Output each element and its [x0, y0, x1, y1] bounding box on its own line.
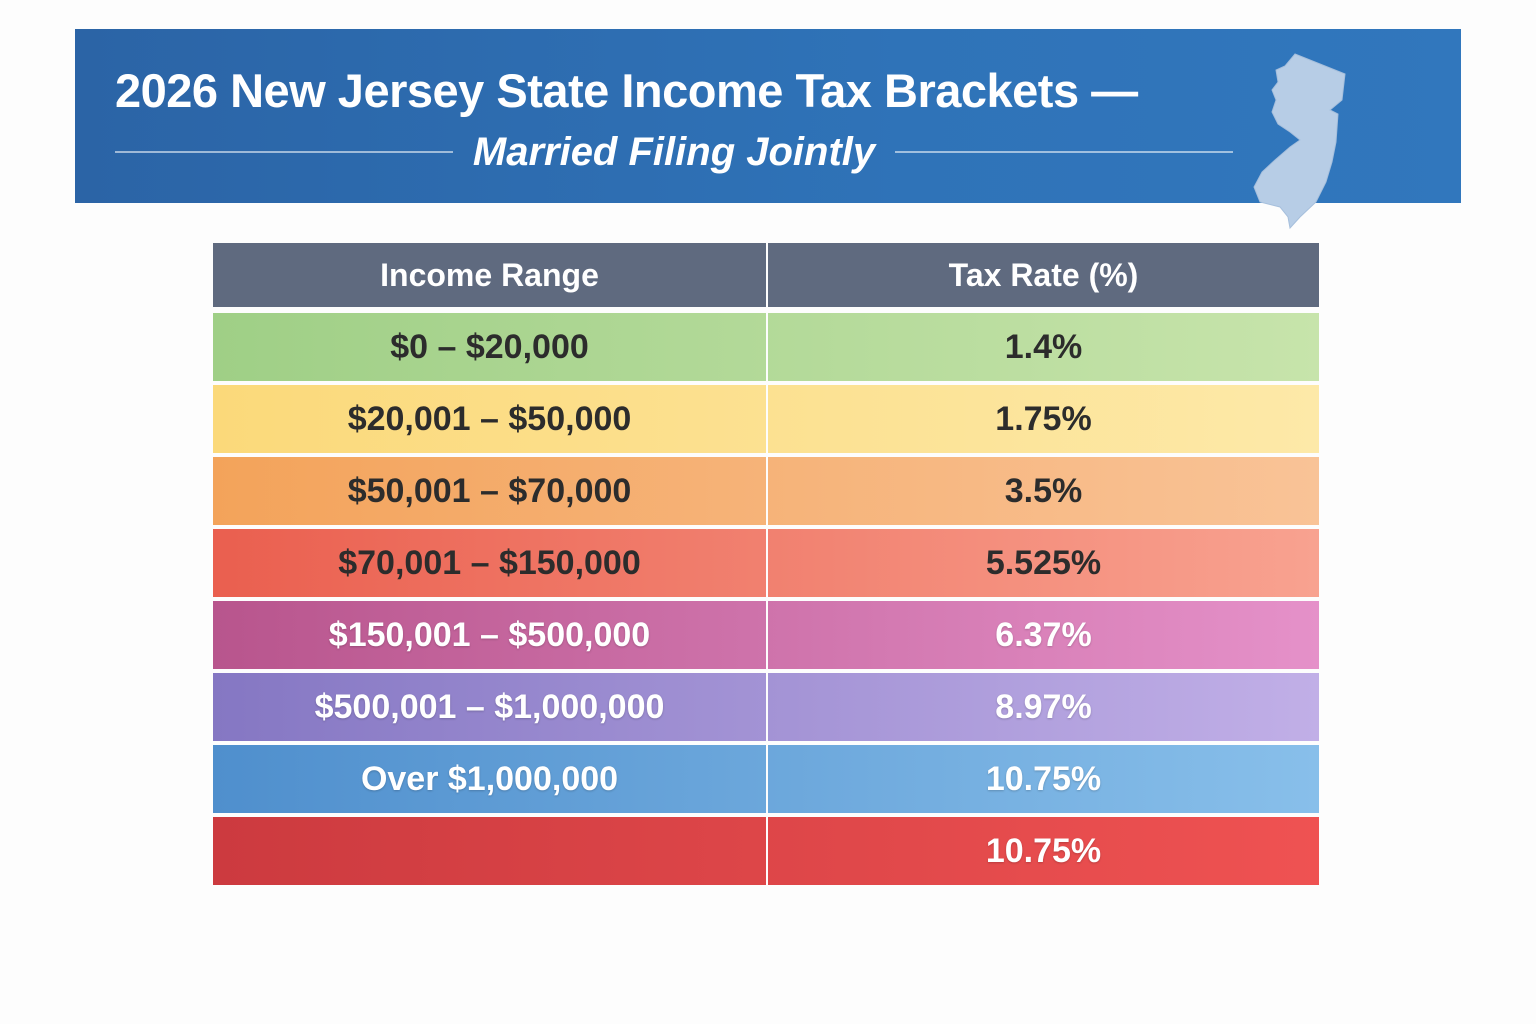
- page-title: 2026 New Jersey State Income Tax Bracket…: [115, 64, 1138, 117]
- tax-rate-cell: 1.75%: [768, 385, 1319, 453]
- table-row: $70,001 – $150,000 5.525%: [213, 529, 1319, 597]
- subtitle-row: Married Filing Jointly: [115, 127, 1234, 177]
- tax-rate-cell: 8.97%: [768, 673, 1319, 741]
- table-row: $500,001 – $1,000,000 8.97%: [213, 673, 1319, 741]
- column-header-income-range: Income Range: [213, 243, 766, 307]
- divider: [115, 151, 453, 153]
- tax-rate-cell: 3.5%: [768, 457, 1319, 525]
- income-range-cell: $20,001 – $50,000: [213, 385, 766, 453]
- table-row: $150,001 – $500,000 6.37%: [213, 601, 1319, 669]
- title-banner: 2026 New Jersey State Income Tax Bracket…: [75, 29, 1461, 203]
- table-row: $50,001 – $70,000 3.5%: [213, 457, 1319, 525]
- tax-rate-cell: 10.75%: [768, 745, 1319, 813]
- table-row: $20,001 – $50,000 1.75%: [213, 385, 1319, 453]
- income-range-cell: [213, 817, 766, 885]
- income-range-cell: $70,001 – $150,000: [213, 529, 766, 597]
- tax-rate-cell: 1.4%: [768, 313, 1319, 381]
- page-subtitle: Married Filing Jointly: [472, 129, 876, 174]
- tax-rate-cell: 10.75%: [768, 817, 1319, 885]
- tax-rate-cell: 5.525%: [768, 529, 1319, 597]
- tax-bracket-table: Income Range Tax Rate (%) $0 – $20,000 1.…: [213, 243, 1319, 889]
- income-range-cell: Over $1,000,000: [213, 745, 766, 813]
- divider: [895, 151, 1234, 153]
- table-header-row: Income Range Tax Rate (%): [213, 243, 1319, 307]
- income-range-cell: $500,001 – $1,000,000: [213, 673, 766, 741]
- table-row: $0 – $20,000 1.4%: [213, 313, 1319, 381]
- income-range-cell: $150,001 – $500,000: [213, 601, 766, 669]
- column-header-tax-rate: Tax Rate (%): [768, 243, 1319, 307]
- tax-rate-cell: 6.37%: [768, 601, 1319, 669]
- income-range-cell: $50,001 – $70,000: [213, 457, 766, 525]
- income-range-cell: $0 – $20,000: [213, 313, 766, 381]
- table-row: Over $1,000,000 10.75%: [213, 745, 1319, 813]
- new-jersey-map-icon: [1253, 53, 1346, 230]
- table-row: 10.75%: [213, 817, 1319, 885]
